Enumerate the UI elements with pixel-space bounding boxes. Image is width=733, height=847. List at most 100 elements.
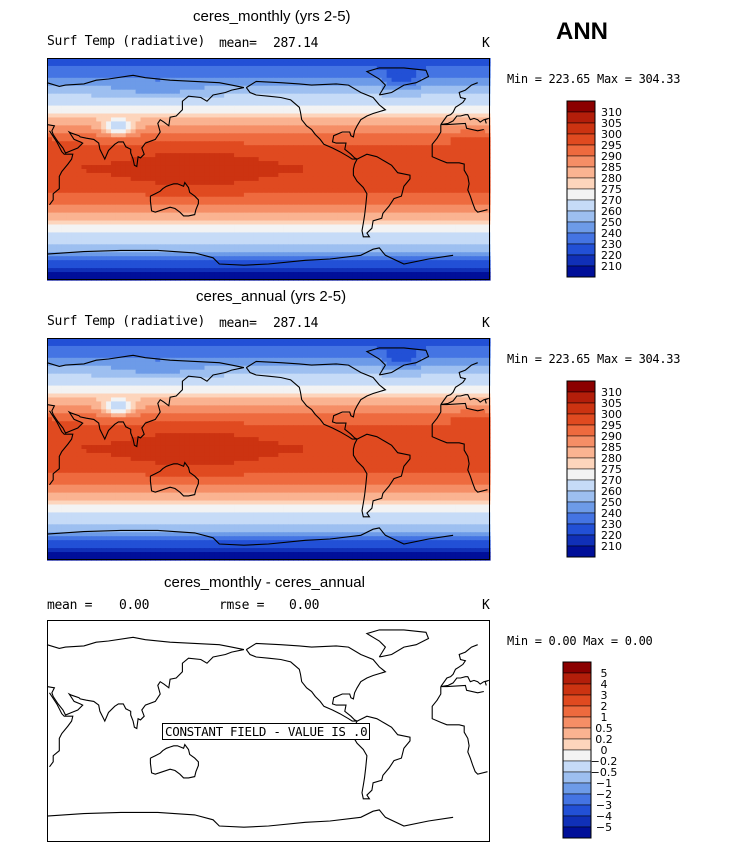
- field-cell: [485, 137, 491, 142]
- field-cell: [327, 165, 334, 170]
- field-cell: [450, 244, 457, 249]
- field-cell: [234, 169, 240, 174]
- field-cell: [327, 220, 334, 226]
- field-cell: [445, 264, 452, 269]
- field-cell: [91, 153, 97, 158]
- field-cell: [283, 169, 289, 174]
- field-cell: [209, 172, 215, 178]
- field-cell: [61, 220, 68, 226]
- field-cell: [224, 192, 230, 198]
- field-cell: [362, 216, 368, 222]
- field-cell: [416, 125, 422, 130]
- field-cell: [51, 200, 58, 206]
- field-cell: [268, 165, 275, 170]
- field-cell: [312, 272, 319, 277]
- field-cell: [56, 113, 63, 119]
- field-cell: [199, 260, 206, 265]
- field-cell: [475, 65, 481, 71]
- field-cell: [47, 208, 53, 214]
- field-cell: [288, 212, 294, 218]
- field-cell: [430, 58, 437, 63]
- field-cell: [204, 117, 211, 123]
- field-cell: [283, 149, 289, 154]
- field-cell: [229, 256, 235, 261]
- field-cell: [401, 272, 407, 277]
- field-cell: [401, 105, 407, 111]
- field-cell: [47, 248, 53, 253]
- field-cell: [371, 161, 378, 166]
- field-cell: [401, 113, 407, 119]
- field-cell: [435, 61, 442, 67]
- field-cell: [307, 105, 314, 111]
- field-cell: [263, 153, 270, 158]
- field-cell: [184, 208, 191, 214]
- field-cell: [307, 248, 314, 253]
- field-cell: [91, 204, 97, 210]
- field-cell: [145, 224, 151, 230]
- field-cell: [86, 256, 92, 261]
- field-cell: [140, 196, 147, 202]
- field-cell: [243, 105, 250, 111]
- field-cell: [174, 264, 181, 269]
- field-cell: [455, 272, 462, 277]
- field-cell: [376, 121, 383, 126]
- field-cell: [189, 228, 196, 234]
- field-cell: [234, 260, 240, 265]
- field-cell: [224, 216, 230, 222]
- field-cell: [170, 256, 176, 261]
- field-cell: [347, 180, 353, 186]
- field-cell: [214, 121, 220, 126]
- field-cell: [357, 149, 363, 154]
- field-cell: [298, 268, 304, 273]
- field-cell: [160, 58, 166, 63]
- field-cell: [253, 188, 260, 194]
- field-cell: [214, 232, 220, 237]
- field-cell: [174, 125, 181, 130]
- field-cell: [406, 165, 412, 170]
- field-cell: [263, 161, 270, 166]
- field-cell: [155, 109, 161, 115]
- field-cell: [248, 224, 255, 230]
- field-cell: [125, 260, 132, 265]
- field-cell: [381, 272, 388, 277]
- field-cell: [312, 165, 319, 170]
- field-cell: [86, 236, 92, 241]
- field-cell: [189, 272, 196, 277]
- field-cell: [278, 228, 284, 234]
- field-cell: [421, 113, 427, 119]
- field-cell: [396, 264, 402, 269]
- field-cell: [480, 101, 486, 107]
- field-cell: [165, 65, 171, 71]
- field-cell: [145, 145, 151, 150]
- field-cell: [332, 69, 339, 75]
- field-cell: [376, 220, 383, 226]
- field-cell: [184, 137, 191, 142]
- field-cell: [322, 272, 329, 277]
- field-cell: [430, 264, 437, 269]
- field-cell: [352, 252, 358, 257]
- field-cell: [307, 145, 314, 150]
- field-cell: [224, 93, 230, 99]
- field-cell: [440, 216, 447, 222]
- field-cell: [135, 105, 142, 111]
- field-cell: [337, 165, 343, 170]
- field-cell: [337, 73, 343, 79]
- field-cell: [386, 169, 393, 174]
- field-cell: [120, 240, 127, 245]
- field-cell: [165, 192, 171, 198]
- field-cell: [288, 240, 294, 245]
- field-cell: [219, 141, 225, 146]
- field-cell: [150, 77, 156, 83]
- field-cell: [307, 153, 314, 158]
- field-cell: [96, 153, 102, 158]
- field-cell: [283, 232, 289, 237]
- field-cell: [337, 184, 343, 190]
- field-cell: [386, 180, 393, 186]
- field-cell: [51, 81, 58, 87]
- field-cell: [322, 169, 329, 174]
- field-cell: [174, 256, 181, 261]
- field-cell: [145, 73, 151, 79]
- field-cell: [352, 125, 358, 130]
- field-cell: [347, 61, 353, 67]
- field-cell: [465, 141, 471, 146]
